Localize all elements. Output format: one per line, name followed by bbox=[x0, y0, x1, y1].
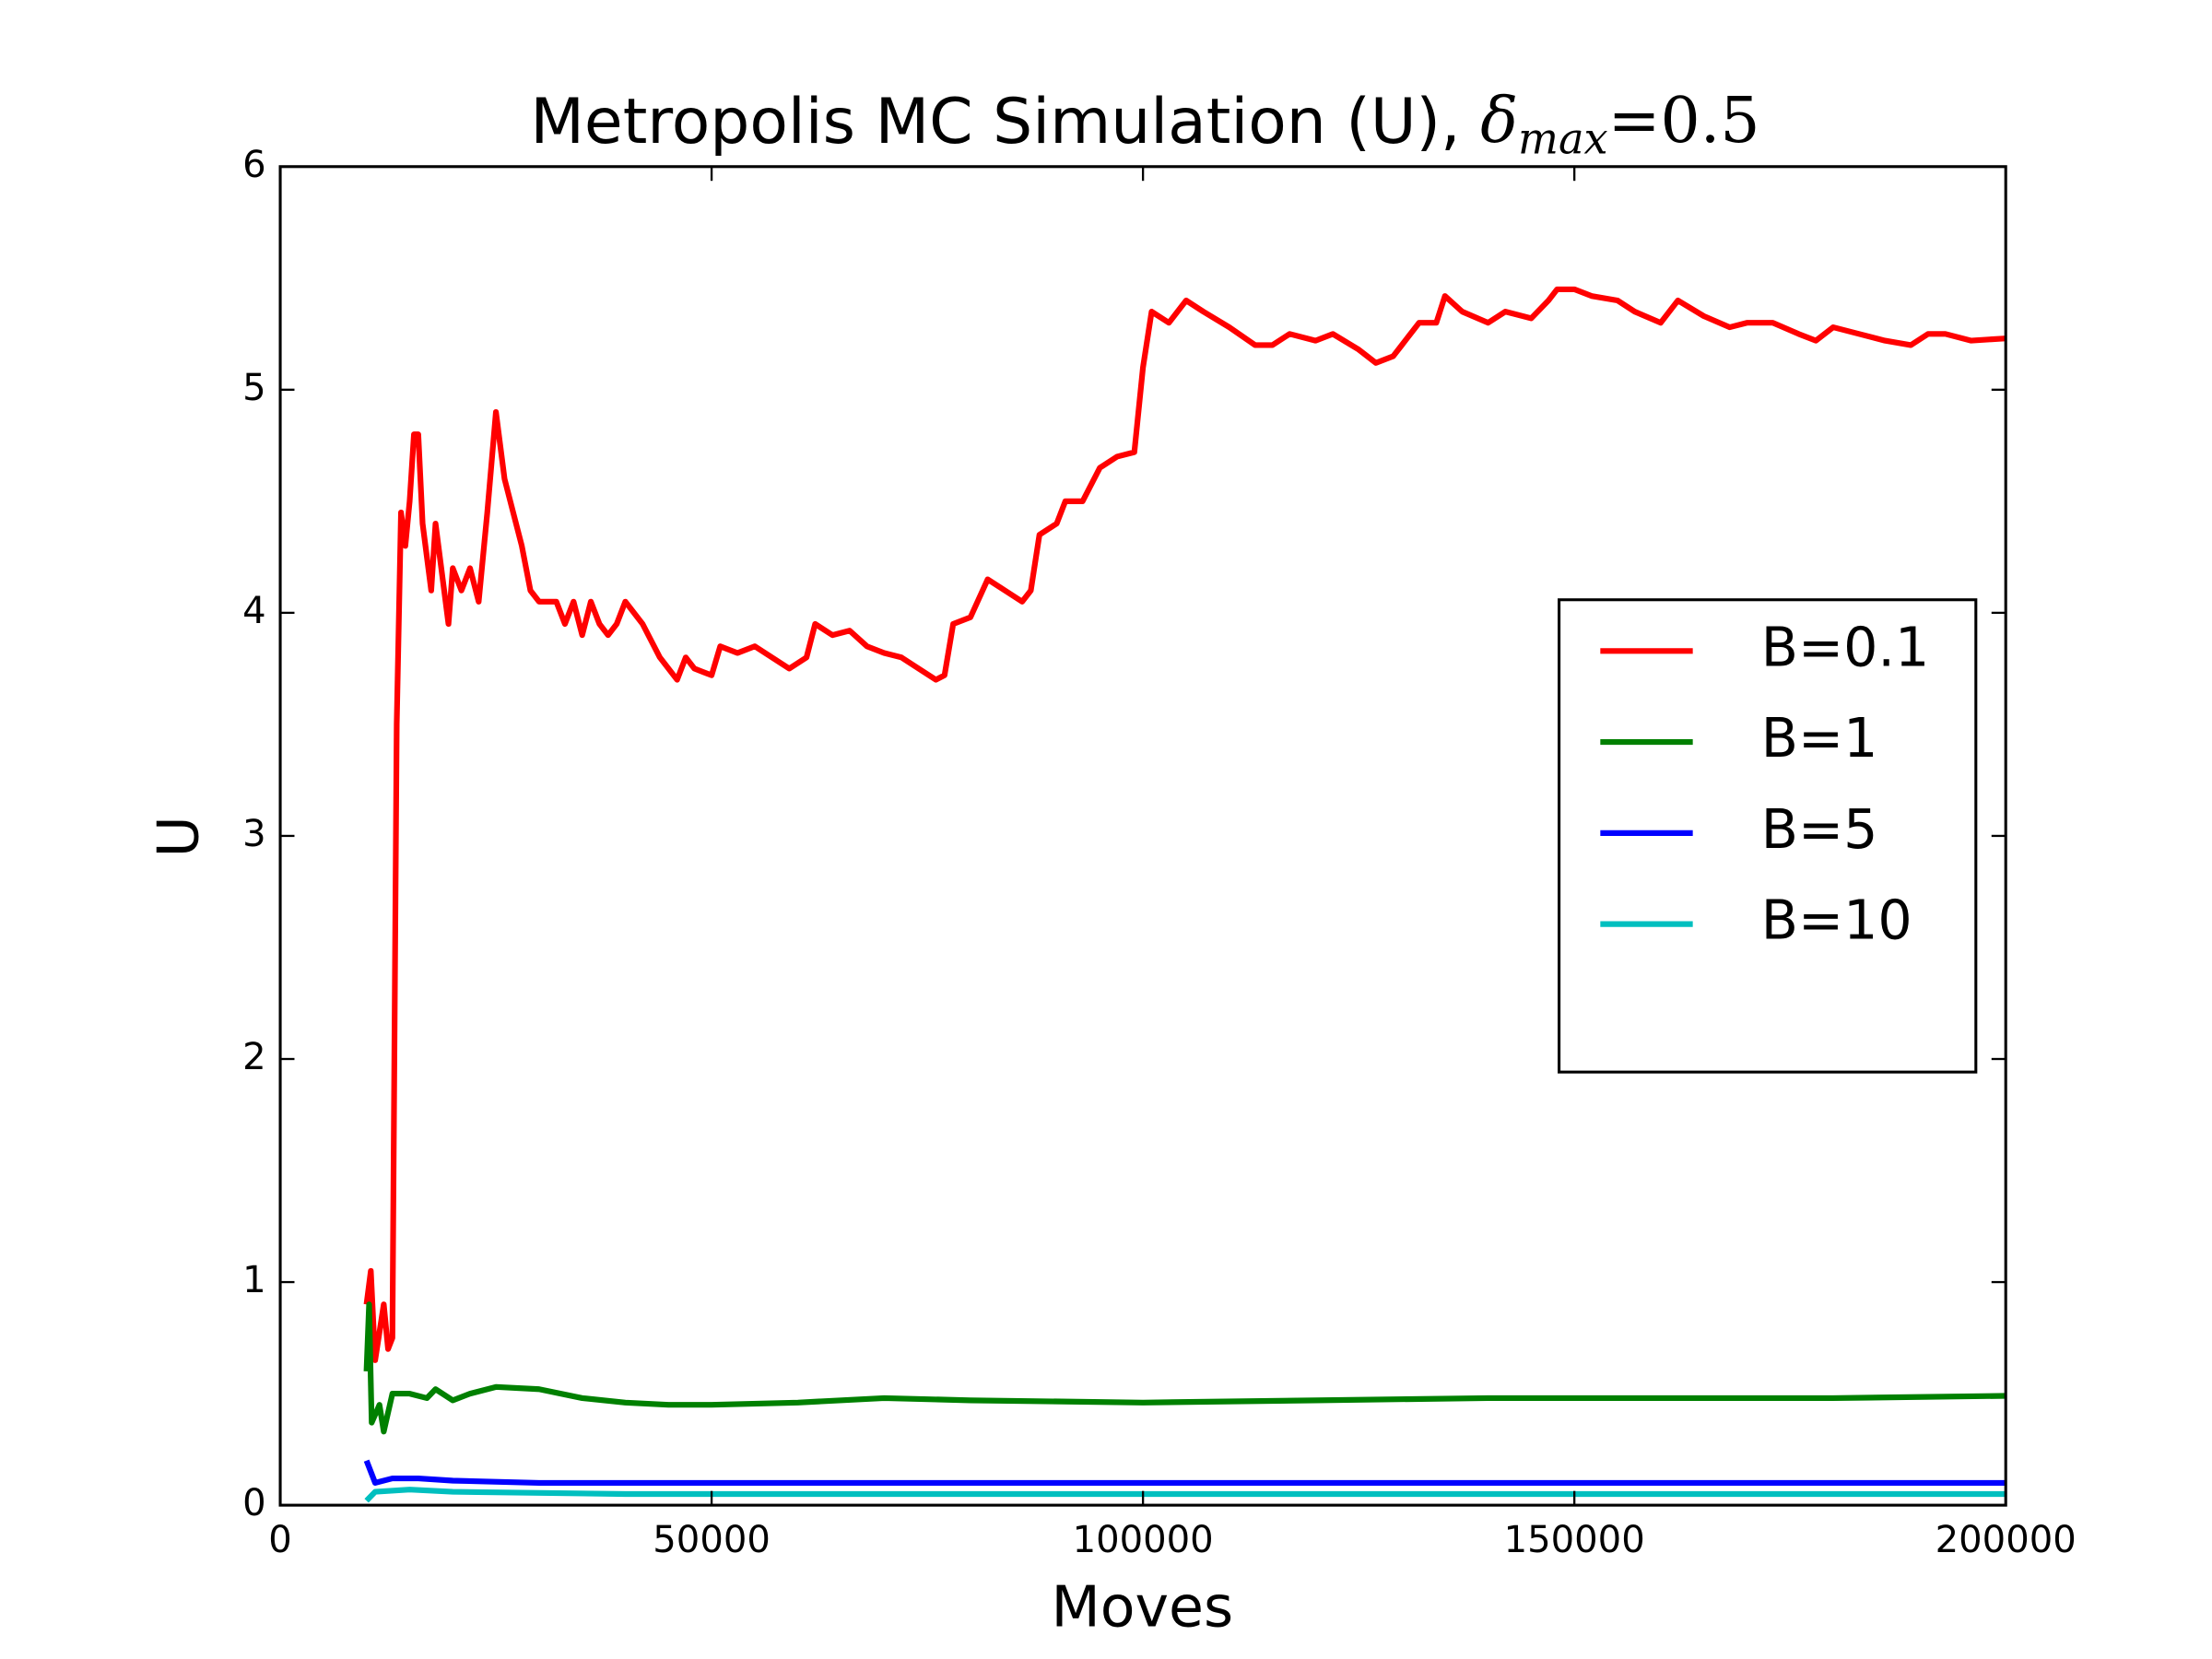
data-line bbox=[364, 1487, 2006, 1503]
x-tick-label: 50000 bbox=[653, 1519, 771, 1561]
x-tick-label: 0 bbox=[268, 1519, 292, 1561]
legend-label: B=0.1 bbox=[1761, 616, 1930, 678]
y-tick-label: 6 bbox=[242, 144, 266, 186]
y-tick-label: 3 bbox=[242, 813, 266, 855]
x-tick-label: 100000 bbox=[1073, 1519, 1214, 1561]
y-tick-label: 2 bbox=[242, 1036, 266, 1078]
chart-title: Metropolis MC Simulation (U), δmax=0.5 bbox=[530, 85, 1759, 164]
title-subscript: max bbox=[1518, 114, 1608, 164]
y-tick-label: 1 bbox=[242, 1259, 266, 1301]
legend-label: B=10 bbox=[1761, 889, 1912, 952]
y-tick-label: 0 bbox=[242, 1482, 266, 1524]
y-tick-label: 4 bbox=[242, 590, 266, 632]
data-line bbox=[363, 286, 2006, 1363]
legend: B=0.1 B=1 B=5 B=10 bbox=[1558, 598, 1978, 1074]
data-line bbox=[363, 1459, 2006, 1487]
legend-label: B=5 bbox=[1761, 798, 1878, 861]
title-math: δ bbox=[1480, 85, 1518, 158]
x-tick-label: 150000 bbox=[1504, 1519, 1645, 1561]
x-tick-label: 200000 bbox=[1936, 1519, 2077, 1561]
legend-label: B=1 bbox=[1761, 707, 1878, 770]
title-suffix: =0.5 bbox=[1608, 85, 1760, 158]
data-line bbox=[363, 1301, 2006, 1435]
x-axis-label: Moves bbox=[1052, 1573, 1234, 1640]
y-tick-label: 5 bbox=[242, 367, 266, 409]
y-axis-label: U bbox=[146, 816, 212, 857]
title-text: Metropolis MC Simulation (U), bbox=[530, 86, 1480, 159]
